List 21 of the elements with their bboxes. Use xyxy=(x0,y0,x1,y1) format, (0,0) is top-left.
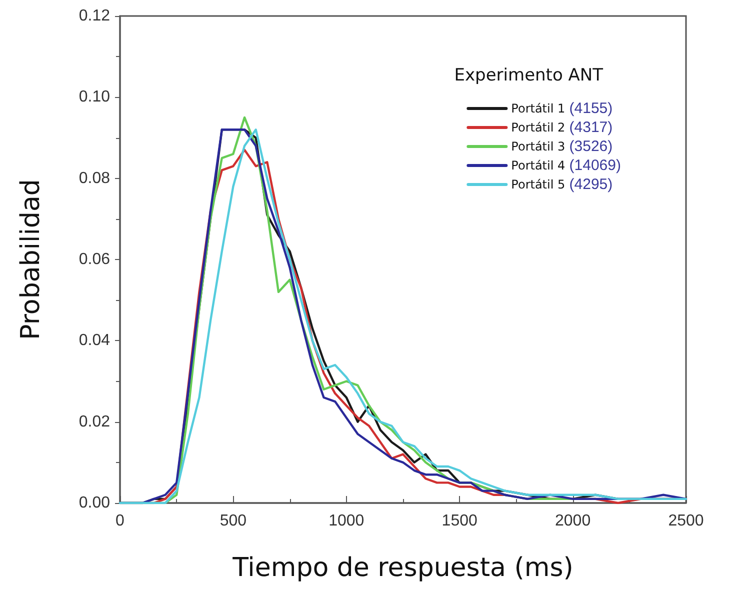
legend-label: Portátil 2 (4317) xyxy=(511,119,613,136)
legend-title: Experimento ANT xyxy=(454,66,604,86)
y-axis-title: Probabilidad xyxy=(16,179,46,340)
y-tick-label: 0.04 xyxy=(78,332,110,350)
y-tick-label: 0.00 xyxy=(78,494,110,512)
legend-label: Portátil 3 (3526) xyxy=(511,138,613,155)
y-tick-label: 0.10 xyxy=(78,88,110,106)
y-tick-label: 0.06 xyxy=(78,251,110,268)
x-tick-label: 1000 xyxy=(328,512,364,530)
x-tick-label: 500 xyxy=(220,512,247,530)
x-tick-label: 2500 xyxy=(668,512,704,530)
legend-label: Portátil 4 (14069) xyxy=(511,157,622,174)
legend-label: Portátil 1 (4155) xyxy=(511,100,613,117)
x-tick-label: 2000 xyxy=(555,512,591,530)
x-tick-label: 1500 xyxy=(442,512,478,530)
y-tick-label: 0.02 xyxy=(78,413,110,430)
x-tick-label: 0 xyxy=(116,512,125,530)
legend-label: Portátil 5 (4295) xyxy=(511,176,613,193)
y-tick-label: 0.12 xyxy=(78,8,110,24)
y-tick-label: 0.08 xyxy=(78,170,110,187)
x-axis-title: Tiempo de respuesta (ms) xyxy=(232,553,574,583)
